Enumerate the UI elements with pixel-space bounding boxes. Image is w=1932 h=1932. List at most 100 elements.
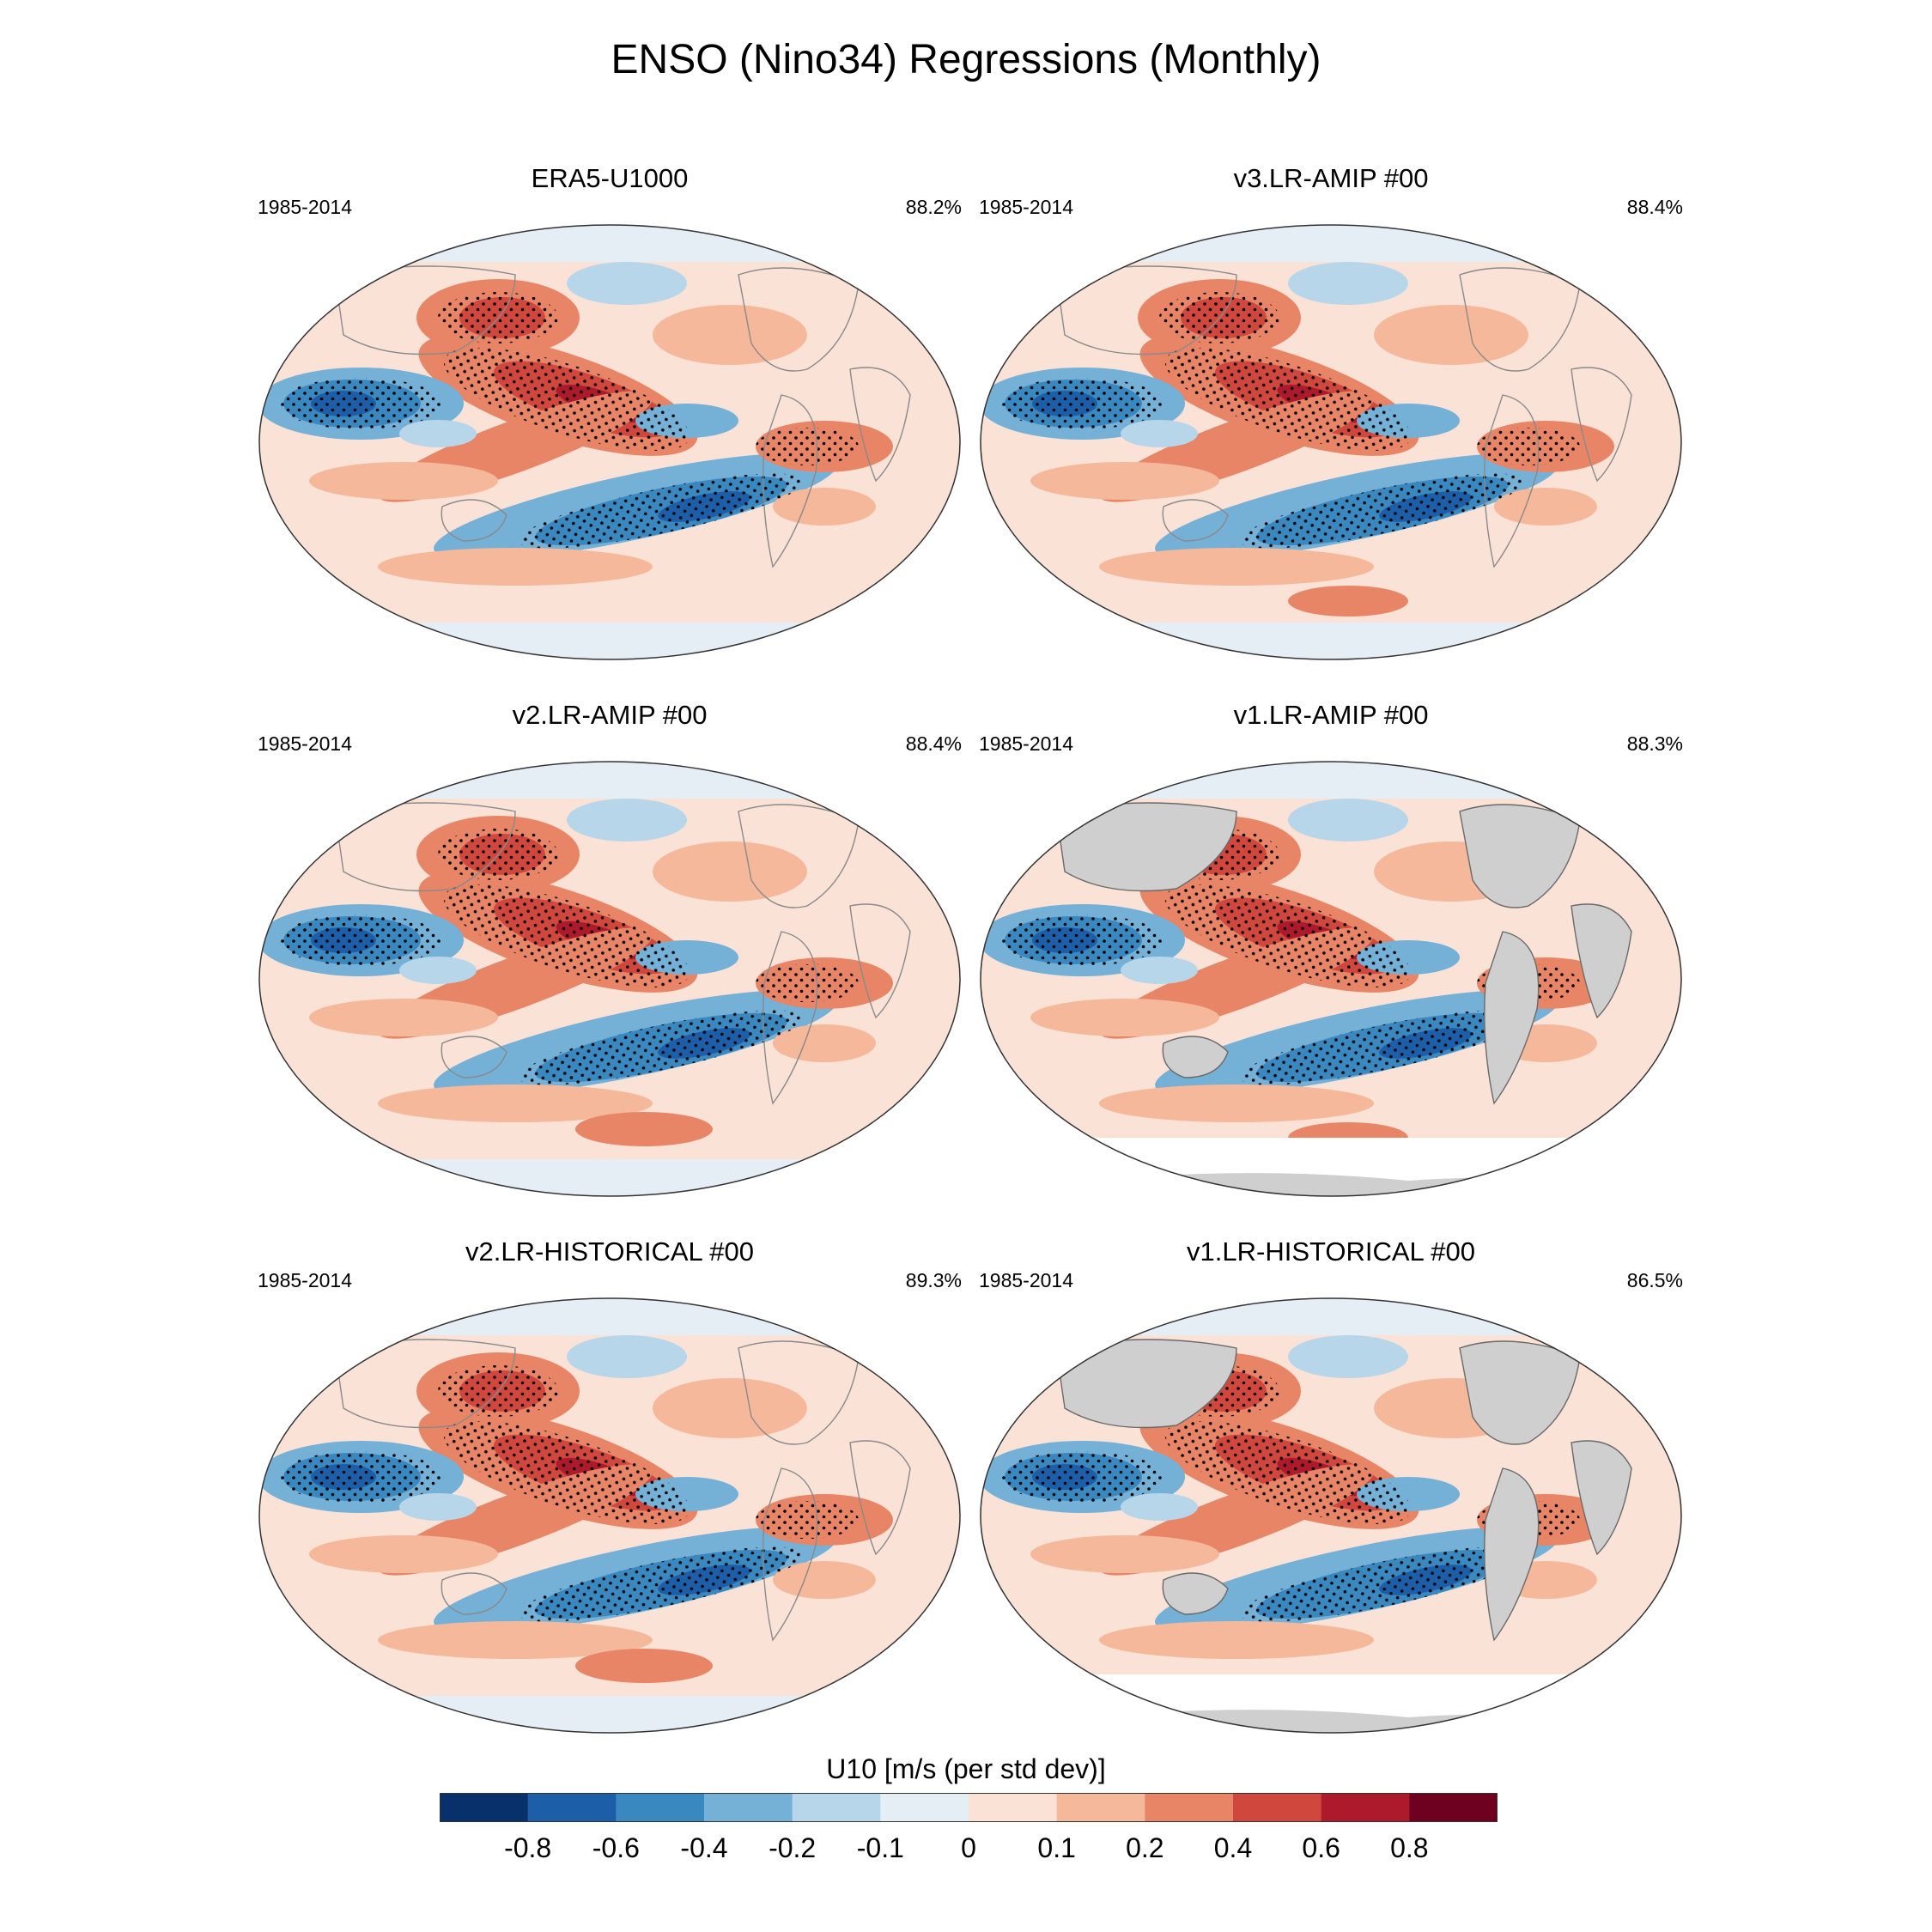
significance-stipple bbox=[443, 348, 690, 451]
contour-region bbox=[1030, 1535, 1219, 1573]
regression-field bbox=[259, 225, 960, 659]
colorbar-tick-label: 0.6 bbox=[1302, 1832, 1340, 1863]
significance-stipple bbox=[518, 1546, 805, 1622]
coastline bbox=[1484, 931, 1540, 1105]
contour-region bbox=[653, 305, 807, 365]
colorbar-frame bbox=[440, 1793, 1498, 1822]
colorbar-swatch bbox=[440, 1793, 529, 1822]
figure-title: ENSO (Nino34) Regressions (Monthly) bbox=[611, 37, 1321, 82]
contour-region bbox=[653, 841, 807, 902]
field-band bbox=[259, 1696, 960, 1733]
map-v1-amip bbox=[980, 761, 1682, 1197]
significance-stipple bbox=[1000, 1451, 1163, 1503]
panel-percent: 88.3% bbox=[1626, 732, 1683, 755]
colorbar-swatch bbox=[1233, 1793, 1322, 1822]
significance-stipple bbox=[279, 378, 442, 429]
contour-region bbox=[1374, 305, 1528, 365]
significance-stipple bbox=[1164, 884, 1412, 987]
colorbar-swatch bbox=[616, 1793, 705, 1822]
coastline bbox=[1055, 1339, 1237, 1429]
field-band bbox=[259, 762, 960, 799]
colorbar-tick-label: -0.2 bbox=[769, 1832, 817, 1863]
contour-region bbox=[1121, 420, 1198, 447]
regression-field bbox=[259, 762, 960, 1196]
field-band bbox=[981, 623, 1681, 659]
field-band bbox=[259, 225, 960, 262]
significance-stipple bbox=[443, 884, 690, 987]
significance-stipple bbox=[1239, 473, 1526, 549]
panel-period: 1985-2014 bbox=[258, 732, 352, 755]
panel-percent: 86.5% bbox=[1626, 1269, 1683, 1291]
significance-stipple bbox=[1239, 1010, 1526, 1085]
contour-region bbox=[1121, 957, 1198, 984]
contour-region bbox=[773, 1561, 876, 1599]
significance-stipple bbox=[1477, 428, 1580, 465]
panel-title: v1.LR-AMIP #00 bbox=[1233, 700, 1429, 730]
field-band bbox=[981, 225, 1681, 262]
contour-region bbox=[1288, 586, 1408, 617]
panel-v1-historical: v1.LR-HISTORICAL #00 1985-2014 86.5% bbox=[979, 1236, 1683, 1743]
coastline bbox=[1484, 1467, 1540, 1642]
contour-region bbox=[309, 999, 498, 1036]
significance-stipple bbox=[756, 1501, 859, 1539]
coastline bbox=[738, 1340, 860, 1445]
panel-percent: 89.3% bbox=[905, 1269, 962, 1291]
coastline bbox=[1571, 1440, 1632, 1556]
map-v2-historical bbox=[258, 1297, 961, 1734]
contour-region bbox=[1099, 1084, 1374, 1122]
antarctica bbox=[1048, 1173, 1631, 1196]
colorbar-swatch bbox=[1056, 1793, 1145, 1822]
coastline bbox=[1459, 1340, 1581, 1445]
contour-region bbox=[1288, 1335, 1408, 1378]
significance-stipple bbox=[756, 428, 859, 465]
contour-region bbox=[1288, 799, 1408, 841]
significance-stipple bbox=[1000, 914, 1163, 966]
panel-period: 1985-2014 bbox=[979, 196, 1073, 218]
coastline bbox=[849, 367, 911, 483]
colorbar-swatch bbox=[1409, 1793, 1498, 1822]
significance-stipple bbox=[1239, 1546, 1526, 1622]
coastline bbox=[849, 1440, 911, 1556]
coastline bbox=[334, 802, 516, 892]
significance-stipple bbox=[1000, 378, 1163, 429]
colorbar-swatch bbox=[792, 1793, 881, 1822]
contour-region bbox=[567, 799, 687, 841]
contour-region bbox=[567, 262, 687, 305]
panel-period: 1985-2014 bbox=[258, 1269, 352, 1291]
colorbar-tick-label: 0.8 bbox=[1390, 1832, 1429, 1863]
contour-region bbox=[399, 420, 477, 447]
coastline bbox=[1459, 267, 1581, 372]
colorbar-tick-label: -0.1 bbox=[856, 1832, 904, 1863]
colorbar-tick-label: -0.6 bbox=[592, 1832, 640, 1863]
contour-region bbox=[773, 488, 876, 526]
regression-field bbox=[981, 1298, 1681, 1733]
panel-title: ERA5-U1000 bbox=[531, 163, 689, 193]
coastline bbox=[440, 499, 507, 542]
contour-region bbox=[1099, 1621, 1374, 1659]
colorbar-tick-label: -0.8 bbox=[504, 1832, 552, 1863]
panel-percent: 88.4% bbox=[1626, 196, 1683, 218]
colorbar-swatch bbox=[704, 1793, 793, 1822]
coastline bbox=[762, 1467, 818, 1642]
contour-region bbox=[653, 1378, 807, 1438]
panel-v2-amip: v2.LR-AMIP #00 1985-2014 88.4% bbox=[258, 700, 962, 1206]
colorbar-tick-label: 0.4 bbox=[1213, 1832, 1253, 1863]
contour-region bbox=[1494, 488, 1597, 526]
colorbar-swatch bbox=[969, 1793, 1058, 1822]
contour-region bbox=[309, 1535, 498, 1573]
contour-region bbox=[567, 1335, 687, 1378]
contour-region bbox=[378, 548, 653, 586]
coastline bbox=[1162, 499, 1229, 542]
contour-region bbox=[575, 1112, 713, 1146]
coastline bbox=[849, 903, 911, 1019]
contour-region bbox=[378, 1084, 653, 1122]
coastline bbox=[440, 1572, 507, 1615]
coastline bbox=[762, 394, 818, 568]
panel-title: v1.LR-HISTORICAL #00 bbox=[1187, 1236, 1475, 1267]
significance-stipple bbox=[279, 914, 442, 966]
colorbar-swatch bbox=[1321, 1793, 1410, 1822]
colorbar-title: U10 [m/s (per std dev)] bbox=[826, 1753, 1106, 1784]
map-v2-amip bbox=[258, 761, 961, 1197]
coastline bbox=[1571, 903, 1632, 1019]
panel-percent: 88.2% bbox=[905, 196, 962, 218]
